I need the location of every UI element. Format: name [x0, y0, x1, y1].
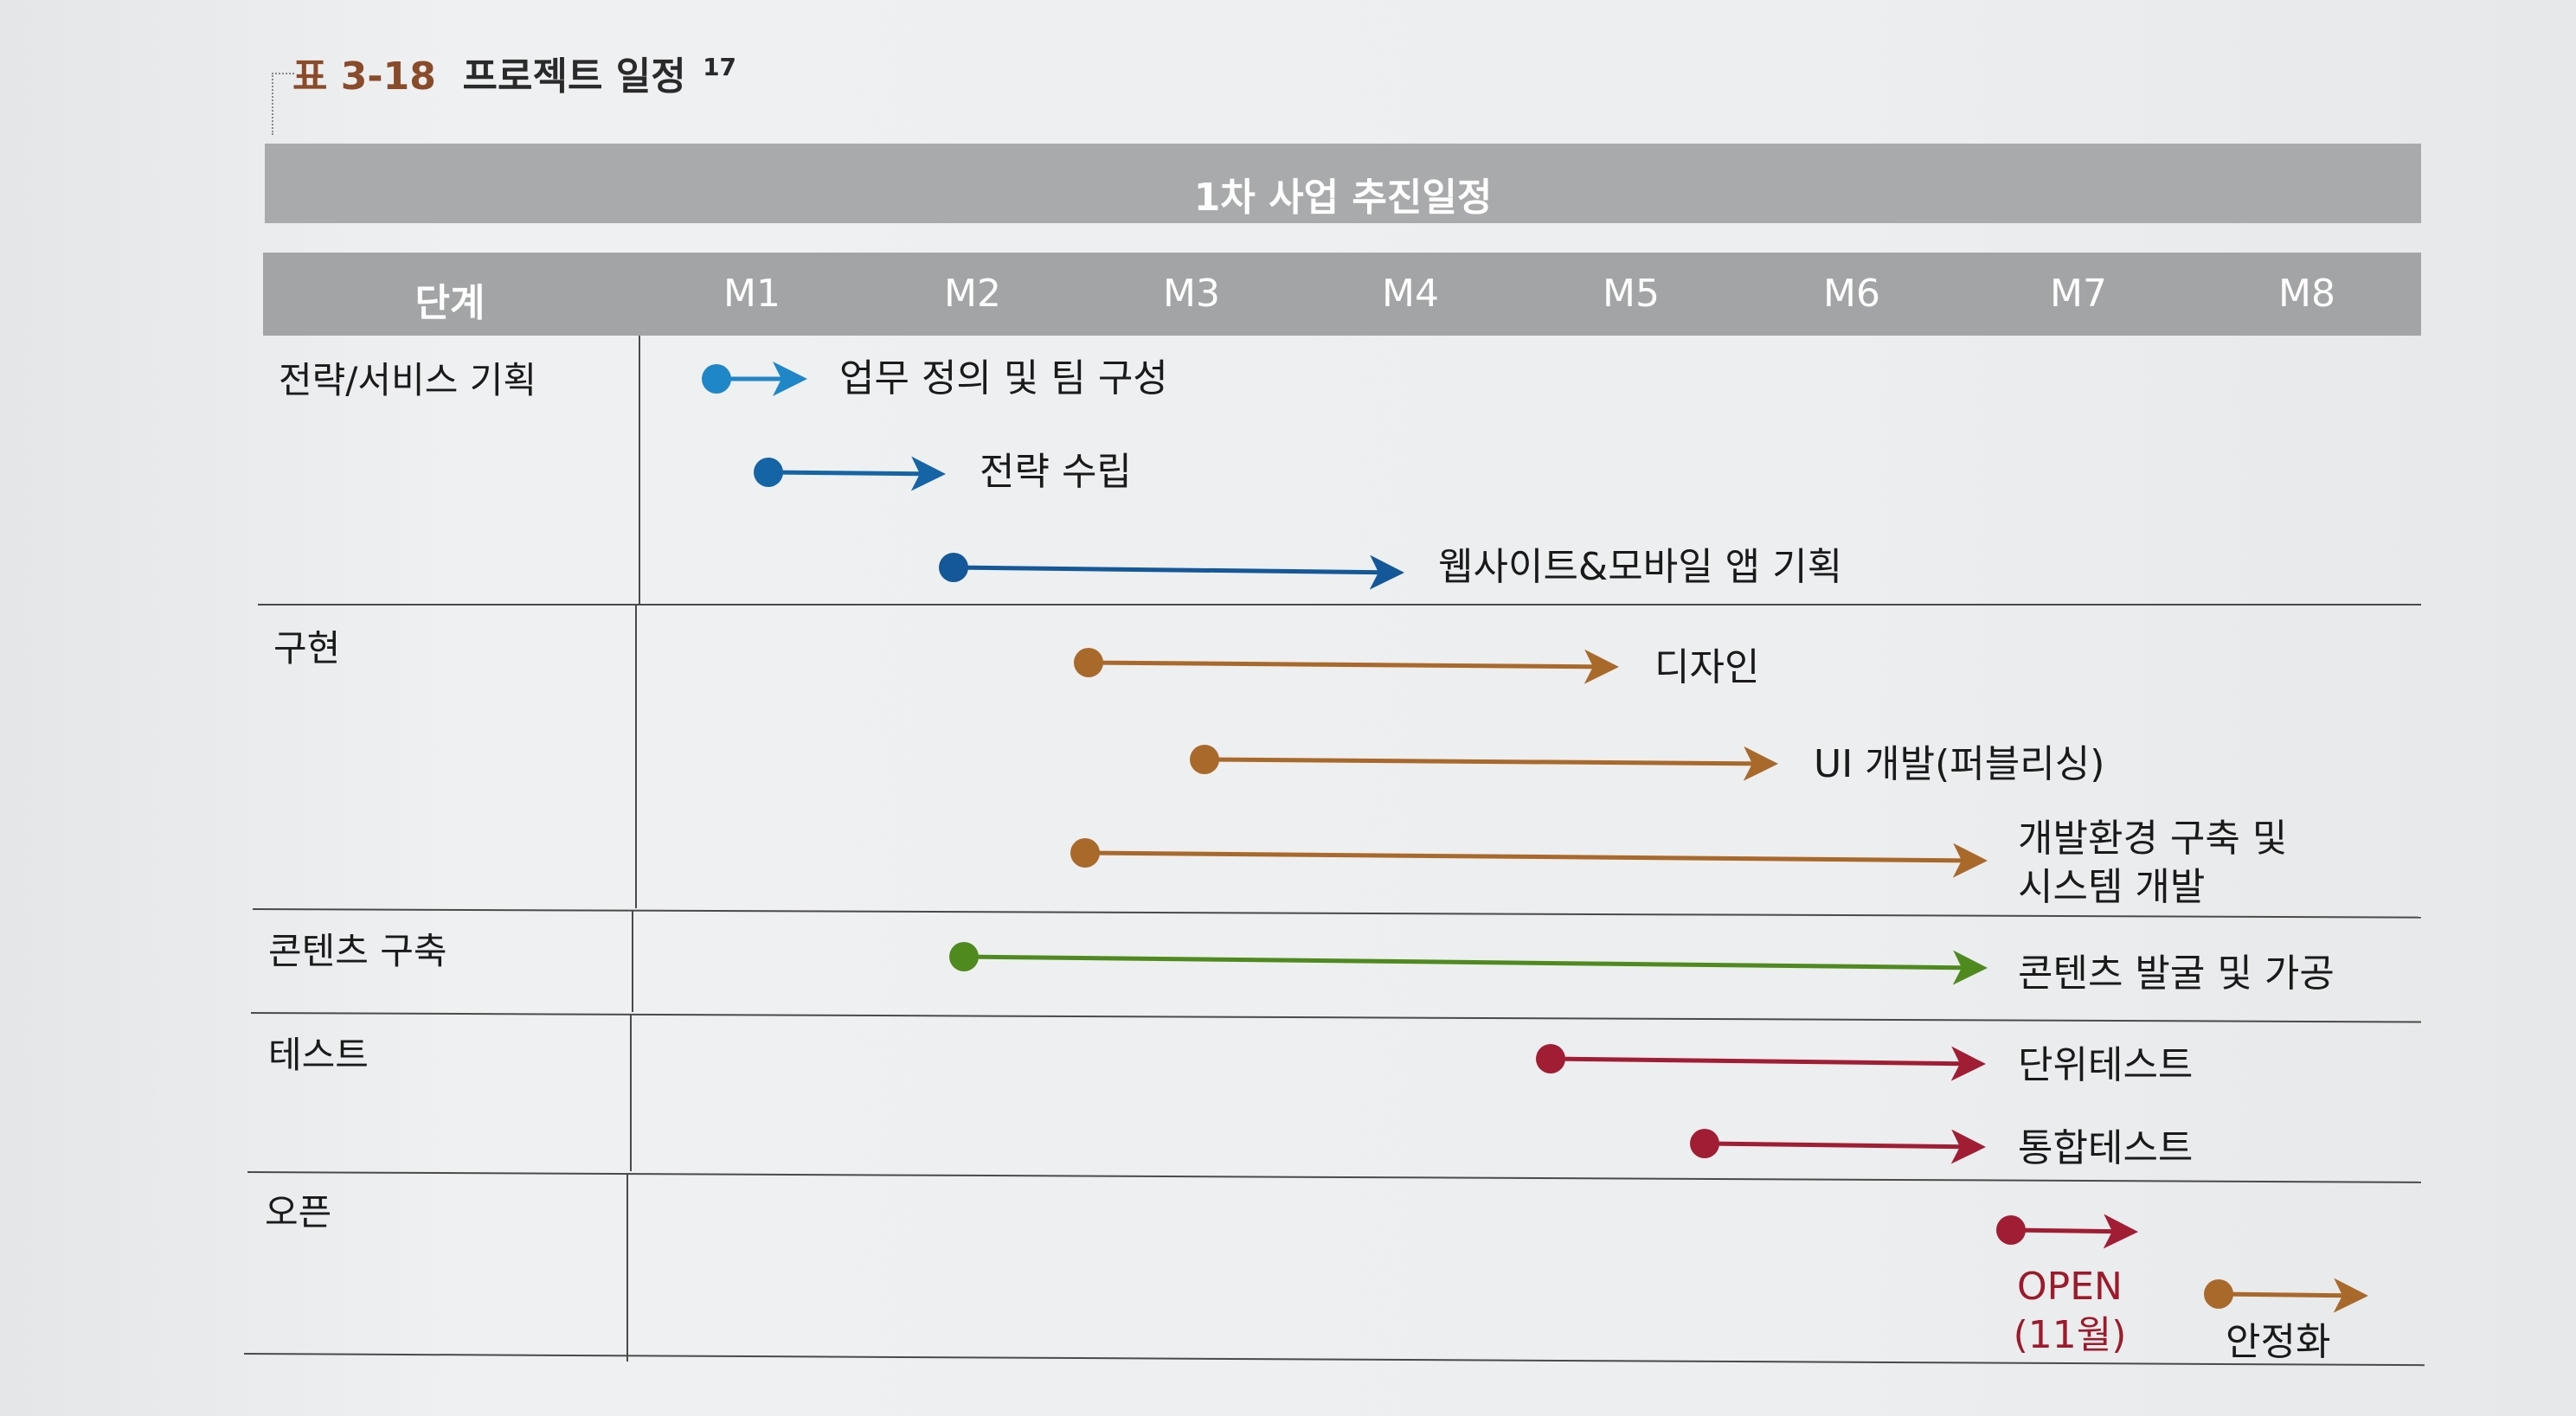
task-label-planning: 웹사이트&모바일 앱 기획	[1438, 545, 1843, 589]
phase-open: 오픈	[265, 1191, 332, 1233]
task-arrow-stabilization	[2204, 1278, 2368, 1313]
month-header-m2: M2	[944, 272, 1001, 316]
task-label-ui-dev: UI 개발(퍼블리싱)	[1814, 742, 2105, 786]
task-arrow-team-setup	[702, 362, 807, 396]
table-caption: 표 3-18 프로젝트 일정 17	[292, 45, 736, 100]
month-header-m1: M1	[723, 272, 781, 316]
month-header-m6: M6	[1823, 272, 1880, 316]
stage-divider-3	[632, 910, 633, 1012]
month-header-m3: M3	[1163, 272, 1220, 316]
caption-footnote: 17	[703, 53, 737, 82]
task-label-content: 콘텐츠 발굴 및 가공	[2018, 951, 2335, 996]
schedule-title-bar: 1차 사업 추진일정	[265, 144, 2421, 223]
stage-divider-2	[635, 605, 637, 908]
task-label-unit-test: 단위테스트	[2018, 1043, 2194, 1087]
task-label-open-line2: (11월)	[2013, 1313, 2127, 1357]
task-label-system-dev: 개발환경 구축 및 시스템 개발	[2018, 815, 2287, 912]
task-arrow-design	[1074, 648, 1619, 684]
task-label-stabilization: 안정화	[2226, 1320, 2331, 1364]
month-header-m5: M5	[1603, 272, 1660, 316]
task-arrow-planning	[939, 553, 1404, 590]
stage-column-header: 단계	[414, 281, 485, 325]
task-arrow-ui-dev	[1190, 745, 1778, 781]
task-arrow-open	[1996, 1214, 2138, 1249]
task-label-team-setup: 업무 정의 및 팀 구성	[839, 356, 1168, 400]
phase-strategy: 전략/서비스 기획	[279, 359, 536, 401]
month-header-m4: M4	[1382, 272, 1439, 316]
phase-content: 콘텐츠 구축	[268, 930, 447, 972]
phase-test: 테스트	[268, 1034, 369, 1076]
row-separator-1	[258, 604, 2421, 605]
task-label-system-dev-line1: 개발환경 구축 및	[2018, 817, 2288, 861]
task-arrow-strategy	[754, 456, 946, 491]
caption-bracket	[272, 73, 294, 135]
month-header-m8: M8	[2278, 272, 2335, 316]
task-label-design: 디자인	[1654, 645, 1760, 689]
task-arrow-unit-test	[1536, 1044, 1986, 1081]
phase-implementation: 구현	[273, 627, 341, 670]
stage-divider-5	[626, 1173, 628, 1362]
task-label-open-line1: OPEN	[2017, 1265, 2123, 1309]
caption-title: 프로젝트 일정	[462, 54, 686, 99]
task-label-system-dev-line2: 시스템 개발	[2018, 865, 2206, 909]
schedule-title: 1차 사업 추진일정	[1193, 176, 1493, 220]
task-label-open: OPEN (11월)	[2001, 1263, 2139, 1360]
stage-divider-4	[630, 1014, 632, 1171]
task-label-strategy: 전략 수립	[980, 450, 1132, 494]
task-arrow-content	[949, 942, 1988, 985]
task-arrow-integration-test	[1690, 1129, 1986, 1164]
column-header-row: 단계 M1 M2 M3 M4 M5 M6 M7 M8	[263, 253, 2421, 336]
stage-divider-1	[639, 336, 640, 604]
task-arrow-system-dev	[1070, 838, 1988, 878]
month-header-m7: M7	[2050, 272, 2107, 316]
task-label-integration-test: 통합테스트	[2018, 1126, 2194, 1170]
caption-label: 표 3-18	[292, 54, 436, 99]
